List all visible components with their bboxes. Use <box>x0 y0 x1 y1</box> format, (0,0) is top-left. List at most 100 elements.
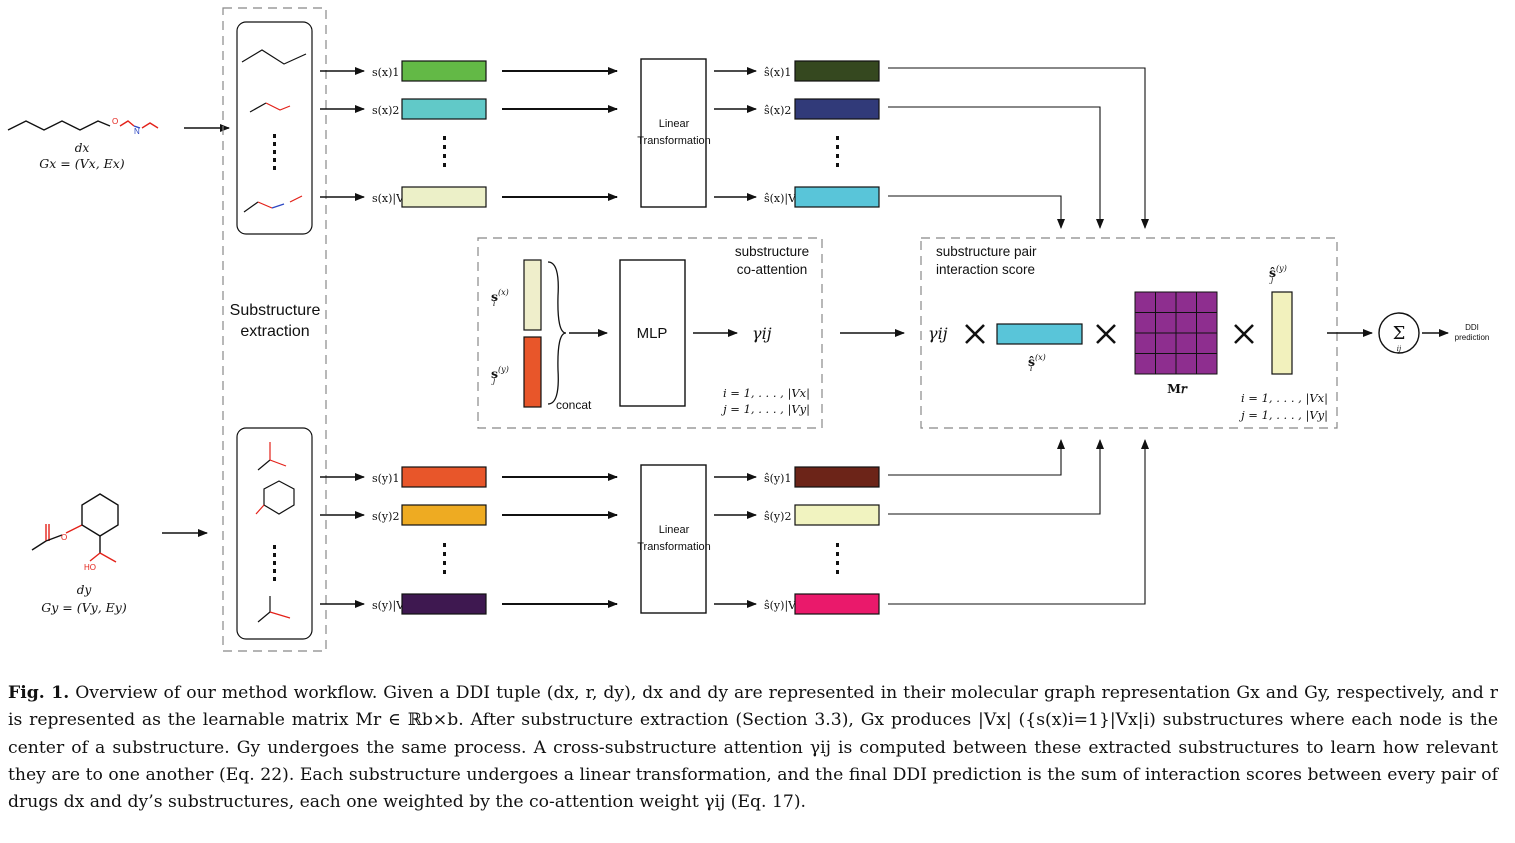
sum-node <box>1378 312 1420 354</box>
relation-matrix <box>1134 291 1218 375</box>
substructure-x-fragment <box>241 49 307 213</box>
y-transformed-embedding <box>794 593 880 615</box>
matrix-cell <box>1155 332 1177 354</box>
transformed-substructure-label: ŝ(x)1 <box>764 66 791 79</box>
sum-icon: Σ <box>1393 323 1406 344</box>
figure-caption: Fig. 1. Overview of our method workflow.… <box>8 680 1498 816</box>
matrix-cell <box>1155 291 1177 313</box>
caption-figure-label: Fig. 1. <box>8 683 70 703</box>
y-transformed-embedding <box>794 466 880 488</box>
linear-transformation-label: Linear <box>659 118 690 130</box>
multiply-icon <box>1096 324 1116 344</box>
range-i-label: i = 1, . . . , |V𝑥| <box>1241 391 1328 406</box>
y-substructure-embedding <box>401 593 487 615</box>
pair-interaction-title: interaction score <box>936 262 1035 277</box>
substructure-extraction-label: Substructure <box>230 302 321 319</box>
transformed-substructure-label: ŝ(y)2 <box>764 510 791 523</box>
x-transformed-embedding <box>794 98 880 120</box>
mlp-label: MLP <box>637 325 668 342</box>
workflow-diagram: O N d𝑥 G𝑥 = (V𝑥, E𝑥) O HO d𝑦 G𝑦 = (V𝑦, E… <box>7 7 1490 652</box>
pair-interaction-title: substructure pair <box>936 244 1037 259</box>
transformed-substructure-label: ŝ(x)2 <box>764 104 791 117</box>
hat-sj-y-label: ŝ(y) j <box>1269 264 1287 284</box>
hat-sj-y-bar <box>1271 291 1293 375</box>
matrix-cell <box>1196 332 1218 354</box>
si-x-bar <box>523 259 542 331</box>
atom-ho-label: HO <box>84 563 96 572</box>
atom-n-label: N <box>134 127 140 136</box>
hat-si-x-label: ŝ(x) i <box>1028 353 1046 373</box>
hat-si-x-bar <box>996 323 1083 345</box>
multiply-icon <box>1234 324 1254 344</box>
substructure-extraction-label: extraction <box>240 323 309 340</box>
matrix-cell <box>1196 312 1218 334</box>
x-transformed-embedding <box>794 60 880 82</box>
matrix-cell <box>1134 291 1156 313</box>
substructure-label: s(x)1 <box>372 66 399 79</box>
substructures-y-panel <box>236 427 313 640</box>
matrix-cell <box>1175 353 1197 375</box>
matrix-cell <box>1155 312 1177 334</box>
sj-y-label: s(y) j <box>491 365 509 385</box>
transformed-substructure-label: ŝ(y)1 <box>764 472 791 485</box>
linear-transformation-label: Transformation <box>637 135 711 147</box>
range-i-label: i = 1, . . . , |V𝑥| <box>723 386 810 401</box>
x-substructure-embedding <box>401 186 487 208</box>
molecule-dy <box>31 493 119 563</box>
atom-o-label: O <box>61 533 67 542</box>
vertical-ellipsis-icon <box>273 134 276 170</box>
ddi-prediction-label: prediction <box>1455 333 1490 342</box>
coattention-box <box>477 237 823 429</box>
gamma-label: γij <box>928 324 948 343</box>
multiply-icon <box>965 324 985 344</box>
substructure-rows-x: s(x)1 ŝ(x)1s(x)2 ŝ(x)2s(x)|Vx| ŝ(x)|Vx| <box>320 60 880 208</box>
mlp-box <box>619 259 686 407</box>
matrix-cell <box>1175 332 1197 354</box>
drug-x-label: d𝑥 <box>75 141 90 155</box>
linear-transformation-y-box <box>640 464 707 614</box>
drug-y-label: d𝑦 <box>77 583 92 597</box>
matrix-cell <box>1196 291 1218 313</box>
y-substructure-embedding <box>401 466 487 488</box>
substructure-label: s(y)2 <box>372 510 399 523</box>
range-j-label: j = 1, . . . , |V𝑦| <box>1238 408 1328 423</box>
atom-o-label: O <box>112 117 118 126</box>
vertical-ellipsis-icon <box>273 545 276 581</box>
matrix-cell <box>1196 353 1218 375</box>
matrix-cell <box>1155 353 1177 375</box>
matrix-cell <box>1134 312 1156 334</box>
x-transformed-embedding <box>794 186 880 208</box>
coattention-title: substructure <box>735 244 809 259</box>
vertical-ellipsis-icon <box>443 136 839 574</box>
x-substructure-embedding <box>401 98 487 120</box>
y-substructure-embedding <box>401 504 487 526</box>
substructure-y-fragment <box>255 442 295 623</box>
concat-label: concat <box>556 398 592 412</box>
matrix-label: M𝑟 <box>1167 381 1188 396</box>
caption-text: Overview of our method workflow. Given a… <box>8 683 1498 813</box>
matrix-cell <box>1134 353 1156 375</box>
matrix-cell <box>1175 291 1197 313</box>
concat-brace <box>547 261 567 405</box>
substructure-label: s(x)2 <box>372 104 399 117</box>
linear-transformation-x-box <box>640 58 707 208</box>
matrix-cell <box>1134 332 1156 354</box>
y-transformed-embedding <box>794 504 880 526</box>
matrix-cell <box>1175 312 1197 334</box>
ddi-prediction-label: DDI <box>1465 323 1479 332</box>
coattention-title: co-attention <box>737 262 808 277</box>
graph-x-label: G𝑥 = (V𝑥, E𝑥) <box>39 156 125 171</box>
x-substructure-embedding <box>401 60 487 82</box>
graph-y-label: G𝑦 = (V𝑦, E𝑦) <box>41 600 127 615</box>
si-x-label: s(x) i <box>491 288 509 308</box>
connector-lines-x <box>888 67 1149 605</box>
linear-transformation-label: Transformation <box>637 541 711 553</box>
substructure-label: s(y)1 <box>372 472 399 485</box>
sum-subscript: ij <box>1397 345 1402 353</box>
range-j-label: j = 1, . . . , |V𝑦| <box>720 402 810 417</box>
gamma-label: γij <box>752 324 772 343</box>
substructure-extraction-box <box>222 7 327 652</box>
substructure-rows-y: s(y)1 ŝ(y)1s(y)2 ŝ(y)2s(y)|Vy| ŝ(y)|Vy| <box>320 466 880 615</box>
molecule-dx <box>7 120 159 131</box>
substructures-x-panel <box>236 21 313 235</box>
